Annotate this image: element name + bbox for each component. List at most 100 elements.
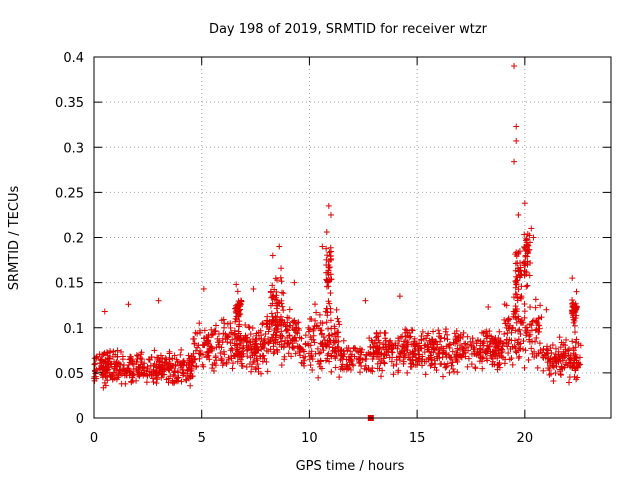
data-point (308, 316, 315, 323)
data-point (526, 272, 533, 279)
data-point (464, 363, 471, 370)
data-point (506, 356, 513, 363)
data-point (169, 355, 176, 362)
data-point (316, 350, 323, 357)
data-point (324, 312, 331, 319)
data-point (157, 364, 164, 371)
data-point (325, 283, 332, 290)
data-point (501, 301, 508, 308)
data-point (529, 338, 536, 345)
data-point (385, 349, 392, 356)
data-point (218, 317, 225, 324)
data-point (349, 361, 356, 368)
data-point (558, 339, 565, 346)
data-point (323, 229, 330, 236)
data-point (307, 352, 314, 359)
data-point (367, 367, 374, 374)
data-point (240, 344, 247, 351)
data-point (413, 356, 420, 363)
data-point (527, 304, 534, 311)
data-point (523, 324, 530, 331)
data-point (213, 344, 220, 351)
data-point (548, 370, 555, 377)
data-point (556, 334, 563, 341)
data-point (453, 355, 460, 362)
data-point (464, 333, 471, 340)
data-point (325, 298, 332, 305)
data-point (410, 361, 417, 368)
data-point (393, 356, 400, 363)
data-point (450, 368, 457, 375)
data-point (396, 349, 403, 356)
data-point (154, 355, 161, 362)
data-point (571, 302, 578, 309)
data-point (204, 338, 211, 345)
data-point (509, 343, 516, 350)
data-point (168, 364, 175, 371)
data-point (234, 304, 241, 311)
data-point (165, 361, 172, 368)
data-point (236, 321, 243, 328)
data-point (310, 325, 317, 332)
data-point (187, 382, 194, 389)
data-point (436, 347, 443, 354)
data-point (346, 353, 353, 360)
data-point (329, 344, 336, 351)
data-point (539, 349, 546, 356)
data-point (399, 333, 406, 340)
data-point (446, 369, 453, 376)
data-point (253, 330, 260, 337)
data-point (396, 338, 403, 345)
data-point (218, 355, 225, 362)
data-point (265, 328, 272, 335)
data-point (422, 371, 429, 378)
data-point (295, 319, 302, 326)
data-point (233, 309, 240, 316)
data-point (353, 347, 360, 354)
data-point (157, 359, 164, 366)
data-point (101, 366, 108, 373)
data-point (524, 282, 531, 289)
data-point (302, 332, 309, 339)
data-point (506, 336, 513, 343)
data-point (233, 347, 240, 354)
data-point (325, 202, 332, 209)
data-point (570, 363, 577, 370)
data-point (120, 362, 127, 369)
data-point (529, 350, 536, 357)
data-point (562, 342, 569, 349)
data-point (416, 342, 423, 349)
data-point (99, 374, 106, 381)
data-point (172, 361, 179, 368)
data-point (504, 316, 511, 323)
data-point (438, 360, 445, 367)
data-point (378, 350, 385, 357)
data-point (370, 343, 377, 350)
data-point (144, 372, 151, 379)
data-point (269, 252, 276, 259)
data-point (327, 317, 334, 324)
data-point (310, 336, 317, 343)
data-point (513, 349, 520, 356)
data-point (524, 253, 531, 260)
data-point (209, 330, 216, 337)
data-point (323, 319, 330, 326)
data-point (247, 339, 254, 346)
data-point (244, 346, 251, 353)
y-tick-label: 0.4 (63, 51, 84, 66)
data-point (261, 345, 268, 352)
data-point (173, 356, 180, 363)
data-point (316, 311, 323, 318)
data-point (155, 297, 162, 304)
data-point (107, 373, 114, 380)
data-point (238, 362, 245, 369)
data-point (259, 358, 266, 365)
data-point (237, 340, 244, 347)
data-point (382, 344, 389, 351)
data-point (269, 313, 276, 320)
data-point (270, 293, 277, 300)
data-point (345, 365, 352, 372)
data-point (184, 373, 191, 380)
data-point (407, 349, 414, 356)
data-point (333, 306, 340, 313)
